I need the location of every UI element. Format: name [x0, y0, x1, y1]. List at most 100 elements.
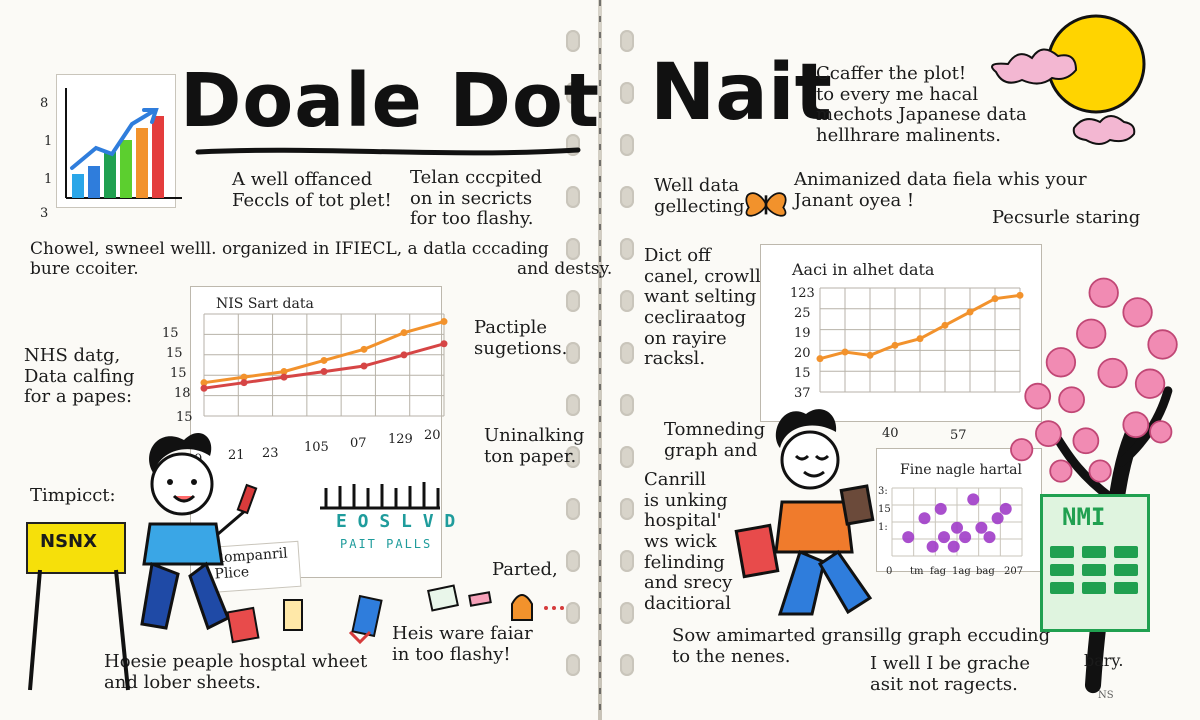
inset-y-tick: 3: [878, 486, 888, 497]
left-x-tick: 20 [424, 428, 441, 443]
cherry-blossom-tree [1010, 277, 1178, 694]
inset-scatter-panel [876, 448, 1042, 572]
right-note-5: Dict off canel, crowll want selting cecl… [644, 245, 761, 370]
scatter-point [975, 521, 988, 534]
scatter-point [902, 531, 915, 544]
binding-hole [620, 290, 634, 312]
right-x-tick: 40 [882, 426, 899, 441]
binding-hole [566, 446, 580, 468]
binding-hole [566, 238, 580, 260]
binding-hole [620, 82, 634, 104]
series-point [991, 295, 999, 303]
series-point [816, 355, 824, 363]
inset-y-tick: 15 [878, 504, 891, 515]
right-note-4: Pecsurle staring [992, 207, 1141, 228]
right-note-6: Tomneding graph and [664, 419, 766, 461]
binding-hole [620, 134, 634, 156]
series-point [891, 341, 899, 349]
series-point [400, 329, 408, 337]
mini-y-tick: 1 [44, 134, 53, 149]
binding-hole [620, 30, 634, 52]
ticker-subtext: PAIT PALLS [340, 537, 433, 551]
right-x-tick: 57 [950, 428, 967, 443]
series-point [320, 368, 328, 376]
left-chart-title: NIS Sart data [216, 296, 314, 312]
calculator-label: NMI [1062, 503, 1106, 531]
series-point [280, 373, 288, 381]
series-line [202, 342, 446, 390]
binding-hole [620, 550, 634, 572]
binding-hole [566, 498, 580, 520]
right-note-7: Canrill is unking hospital' ws wick feli… [644, 469, 733, 615]
series-point [1016, 291, 1024, 299]
right-note-1: Ccaffer the plot! to every me hacal mech… [816, 63, 1027, 147]
binding-hole [566, 550, 580, 572]
note-3: Chowel, swneel welll. organized in IFIEC… [30, 239, 613, 279]
right-note-8: Sow amimarted gransillg graph eccuding t… [672, 625, 1051, 667]
right-y-tick: 123 [790, 286, 815, 301]
left-x-tick: 21 [228, 448, 245, 463]
left-x-tick: 129 [388, 432, 413, 447]
series-point [200, 384, 208, 392]
scatter-point [926, 540, 939, 553]
right-y-tick: 19 [794, 326, 811, 341]
inset-title: Fine nagle hartal [900, 462, 1022, 478]
yellow-sign [26, 522, 126, 574]
mini-bar-chart [65, 88, 182, 199]
right-note-3: Animanized data fiela whis your Janant o… [794, 169, 1087, 211]
note-1: A well offanced Feccls of tot plet! [232, 169, 392, 211]
series-point [360, 345, 368, 353]
left-x-tick: 23 [262, 446, 279, 461]
left-y-tick: 15 [176, 410, 193, 425]
series-point [866, 351, 874, 359]
binding-hole [566, 30, 580, 52]
sun-and-clouds [991, 14, 1146, 145]
scatter-point [934, 502, 947, 515]
scatter-point [999, 502, 1012, 515]
right-note-10: bary. [1084, 651, 1124, 670]
left-line-chart [200, 313, 448, 417]
left-character-illustration [140, 432, 258, 631]
binding-hole [620, 342, 634, 364]
inset-x-tick: bag [976, 566, 995, 577]
note-5: Pactiple sugetions. [474, 317, 568, 359]
note-2: Telan cccpited on in secricts for too fl… [410, 167, 542, 230]
right-character-illustration [734, 409, 875, 616]
inset-x-tick: tm [910, 566, 924, 577]
series-point [440, 318, 448, 326]
tiny-corner: NS [1098, 690, 1114, 701]
note-6: Uninalking ton paper. [484, 425, 585, 467]
binding-hole [566, 602, 580, 624]
scatter-point [983, 531, 996, 544]
right-note-2: Well data gellecting [654, 175, 745, 217]
right-y-tick: 15 [794, 366, 811, 381]
series-point [360, 362, 368, 370]
right-line-chart [816, 287, 1024, 393]
right-note-9: I well I be grache asit not ragects. [870, 653, 1031, 695]
left-x-tick: 105 [304, 440, 329, 455]
scatter-point [938, 531, 950, 544]
binding-hole [620, 238, 634, 260]
scatter-point [967, 493, 980, 506]
right-y-tick: 25 [794, 306, 811, 321]
ticker-text: E O S L V D [336, 511, 456, 532]
scatter-point [947, 540, 960, 553]
note-10: Hoesie peaple hosptal wheet and lober sh… [104, 651, 368, 693]
series-point [916, 335, 924, 343]
note-4: NHS datg, Data calfing for a papes: [24, 345, 135, 408]
series-point [200, 379, 208, 387]
left-title: Doale Dot [180, 58, 601, 144]
mini-y-tick: 3 [40, 206, 49, 221]
left-y-tick: 15 [170, 366, 187, 381]
scatter-point [918, 512, 931, 525]
binding-hole [566, 186, 580, 208]
series-point [966, 308, 974, 316]
binding-hole [620, 446, 634, 468]
binding-hole [566, 290, 580, 312]
left-y-tick: 15 [166, 346, 183, 361]
right-y-tick: 37 [794, 386, 811, 401]
binding-hole [566, 342, 580, 364]
sign-text: NSNX [40, 531, 97, 552]
inset-scatter [891, 487, 1023, 557]
